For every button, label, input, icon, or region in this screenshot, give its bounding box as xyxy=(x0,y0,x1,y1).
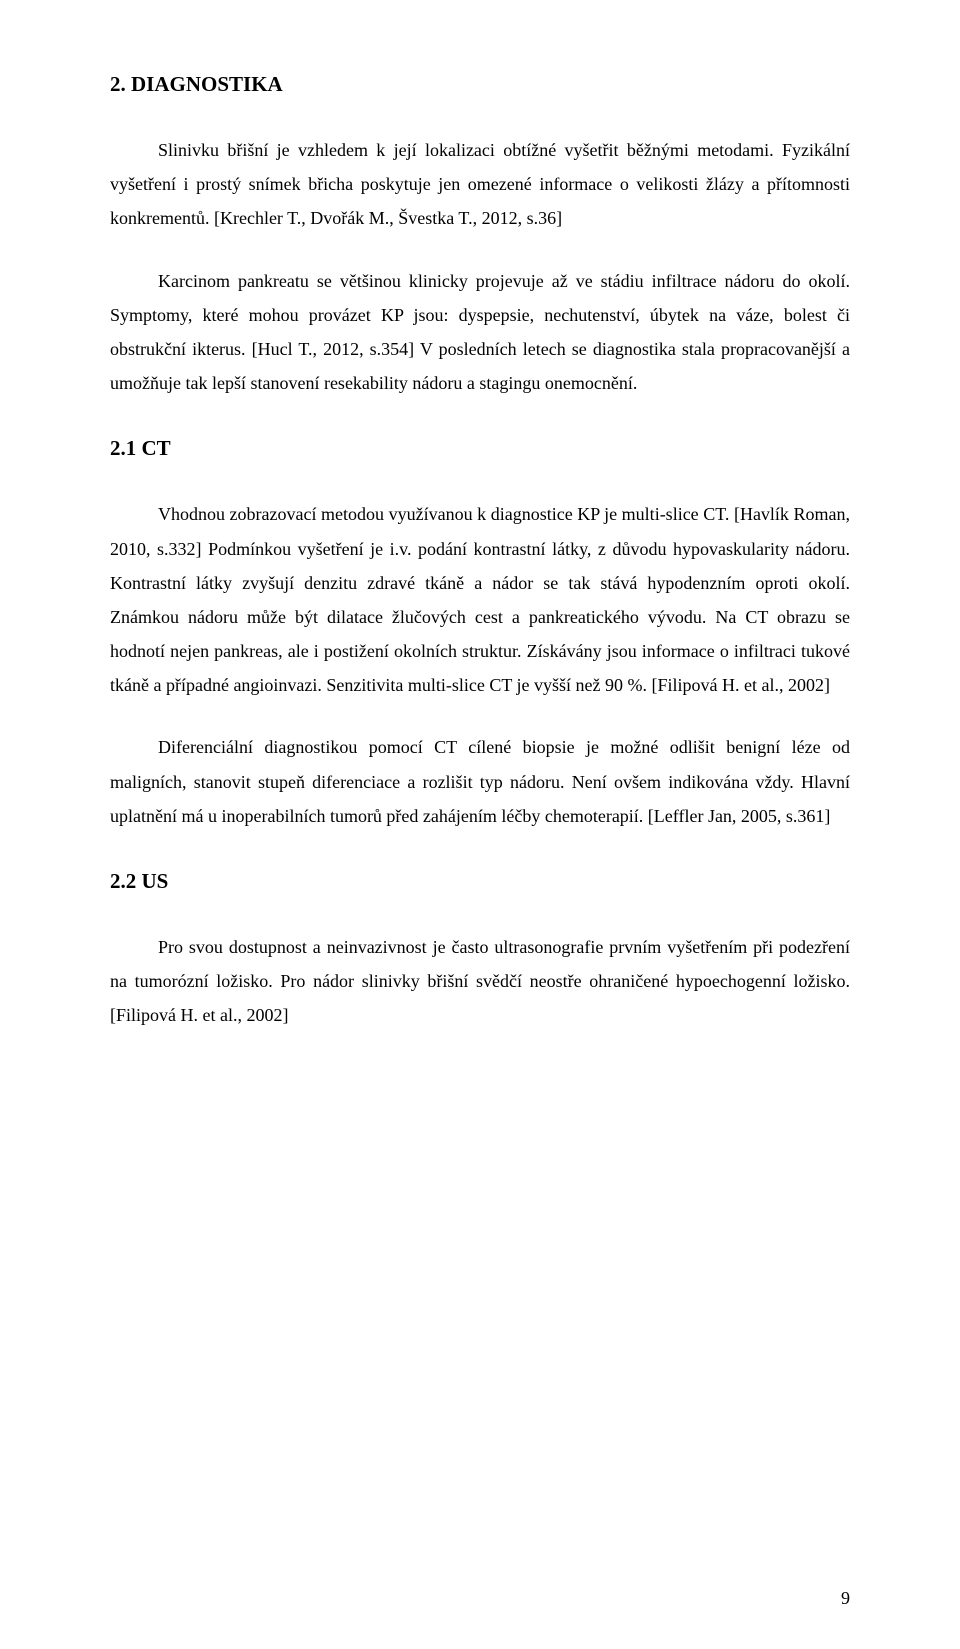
heading-diagnostika: 2. DIAGNOSTIKA xyxy=(110,72,850,97)
paragraph-4: Diferenciální diagnostikou pomocí CT cíl… xyxy=(110,730,850,833)
heading-us: 2.2 US xyxy=(110,869,850,894)
paragraph-1: Slinivku břišní je vzhledem k její lokal… xyxy=(110,133,850,236)
paragraph-5: Pro svou dostupnost a neinvazivnost je č… xyxy=(110,930,850,1033)
page-number: 9 xyxy=(841,1588,850,1609)
paragraph-3: Vhodnou zobrazovací metodou využívanou k… xyxy=(110,497,850,702)
paragraph-2: Karcinom pankreatu se většinou klinicky … xyxy=(110,264,850,401)
document-page: 2. DIAGNOSTIKA Slinivku břišní je vzhled… xyxy=(0,0,960,1649)
heading-ct: 2.1 CT xyxy=(110,436,850,461)
